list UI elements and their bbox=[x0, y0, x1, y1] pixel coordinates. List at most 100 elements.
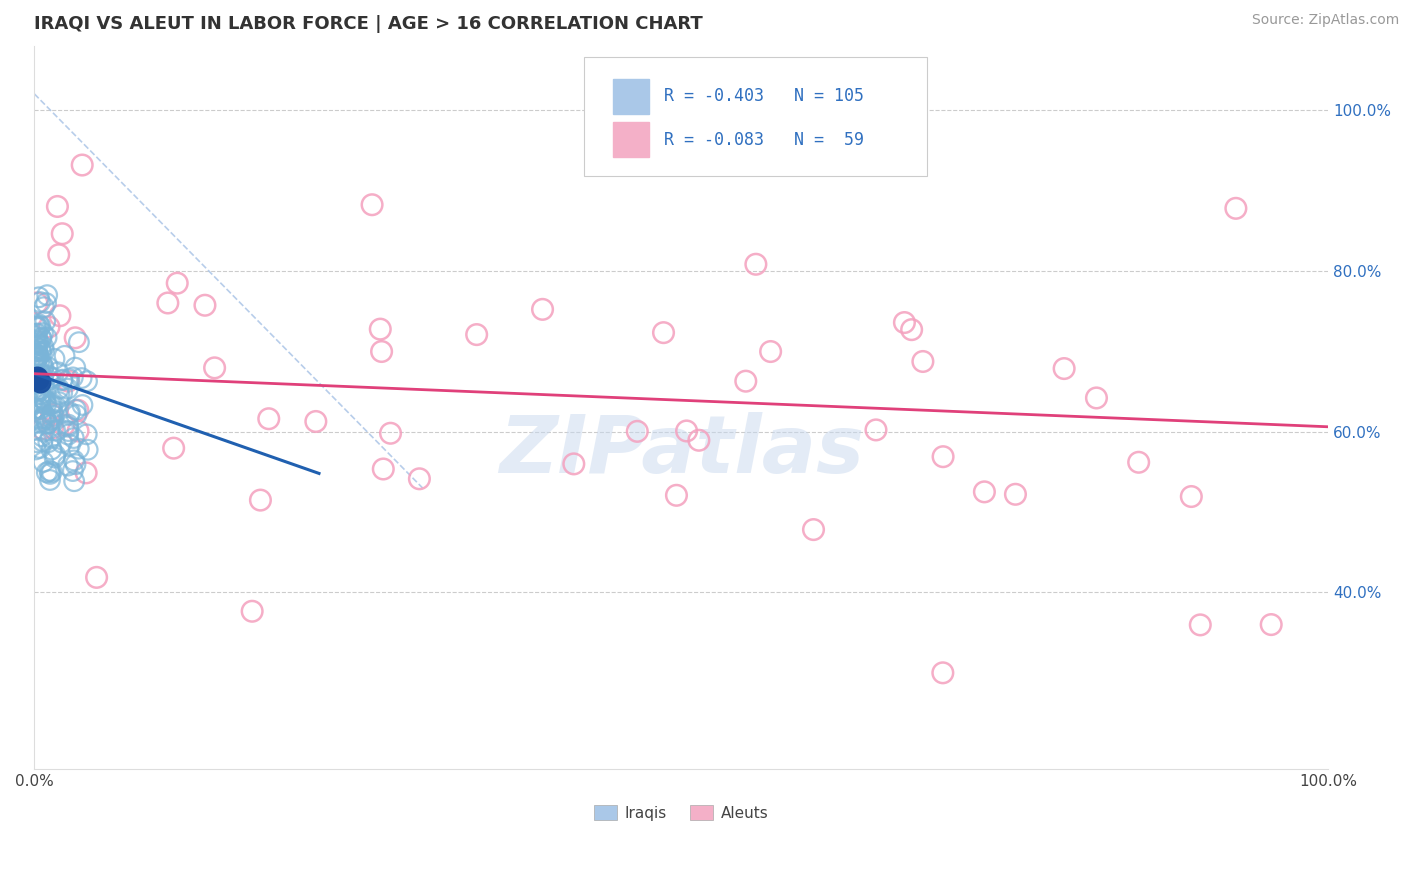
Point bbox=[58, 417, 80, 432]
Point bbox=[1260, 617, 1282, 632]
Point bbox=[41, 396, 63, 410]
Text: Source: ZipAtlas.com: Source: ZipAtlas.com bbox=[1251, 13, 1399, 28]
Point bbox=[30, 401, 52, 416]
Point bbox=[66, 403, 89, 417]
Point bbox=[25, 376, 48, 390]
Point bbox=[32, 411, 55, 425]
Point bbox=[62, 431, 84, 445]
FancyBboxPatch shape bbox=[613, 122, 650, 157]
Point bbox=[56, 419, 79, 434]
Point bbox=[24, 357, 46, 371]
Point bbox=[30, 345, 52, 359]
Point bbox=[1053, 361, 1076, 376]
Point bbox=[56, 382, 79, 396]
Point bbox=[27, 349, 49, 363]
Point bbox=[51, 227, 73, 241]
Point bbox=[65, 457, 87, 471]
Point bbox=[28, 321, 51, 335]
Point bbox=[65, 360, 87, 375]
Text: ZIPatlas: ZIPatlas bbox=[499, 412, 863, 490]
Point bbox=[70, 371, 93, 385]
Point bbox=[257, 411, 280, 425]
Point bbox=[48, 382, 70, 396]
Point bbox=[76, 442, 98, 457]
Point bbox=[25, 435, 48, 450]
Point bbox=[70, 158, 93, 172]
Point bbox=[652, 326, 675, 340]
Point bbox=[65, 408, 87, 422]
Point bbox=[31, 357, 53, 371]
Point bbox=[1085, 391, 1108, 405]
Point bbox=[67, 335, 90, 350]
Point bbox=[30, 395, 52, 409]
Point bbox=[31, 429, 53, 443]
Point bbox=[25, 344, 48, 359]
Point bbox=[35, 466, 58, 480]
Point bbox=[45, 400, 67, 414]
Point bbox=[28, 318, 51, 332]
Point bbox=[42, 409, 65, 423]
Point bbox=[665, 488, 688, 502]
Point bbox=[65, 402, 87, 417]
Point bbox=[166, 276, 188, 290]
Point bbox=[37, 417, 59, 431]
Point bbox=[41, 408, 63, 422]
Point bbox=[59, 438, 82, 452]
Point bbox=[759, 344, 782, 359]
Point bbox=[38, 320, 60, 334]
Point bbox=[32, 340, 55, 354]
Point bbox=[28, 290, 51, 304]
Point bbox=[27, 351, 49, 366]
Point bbox=[32, 344, 55, 359]
Point bbox=[370, 344, 392, 359]
Point bbox=[52, 418, 75, 433]
Point bbox=[63, 474, 86, 488]
Point bbox=[63, 453, 86, 467]
Point bbox=[24, 442, 46, 457]
Point bbox=[46, 365, 69, 379]
Point bbox=[76, 427, 98, 442]
Point bbox=[34, 409, 56, 423]
Point bbox=[31, 415, 53, 429]
Point bbox=[31, 422, 53, 436]
Point bbox=[39, 473, 62, 487]
Point bbox=[562, 457, 585, 471]
Point bbox=[25, 296, 48, 310]
Point bbox=[28, 375, 51, 389]
Point bbox=[24, 320, 46, 334]
Point bbox=[86, 570, 108, 584]
Point bbox=[27, 349, 49, 363]
Point bbox=[865, 423, 887, 437]
Point bbox=[32, 300, 55, 314]
Point bbox=[35, 385, 58, 400]
Point bbox=[51, 385, 73, 400]
Point bbox=[56, 374, 79, 388]
Point bbox=[932, 665, 955, 680]
Point bbox=[35, 296, 58, 310]
Point bbox=[911, 354, 934, 368]
Point bbox=[24, 329, 46, 343]
Point bbox=[25, 350, 48, 364]
Point bbox=[30, 319, 52, 334]
Point bbox=[30, 402, 52, 417]
Point bbox=[675, 424, 697, 438]
Point bbox=[72, 398, 94, 412]
Point bbox=[30, 331, 52, 345]
Text: IRAQI VS ALEUT IN LABOR FORCE | AGE > 16 CORRELATION CHART: IRAQI VS ALEUT IN LABOR FORCE | AGE > 16… bbox=[34, 15, 703, 33]
Point bbox=[38, 373, 60, 387]
Point bbox=[465, 327, 488, 342]
Text: R = -0.083   N =  59: R = -0.083 N = 59 bbox=[665, 131, 865, 149]
Point bbox=[1225, 202, 1247, 216]
Point bbox=[51, 373, 73, 387]
Text: R = -0.403   N = 105: R = -0.403 N = 105 bbox=[665, 87, 865, 105]
Point bbox=[803, 523, 825, 537]
Point bbox=[41, 421, 63, 435]
Point bbox=[27, 373, 49, 387]
Point bbox=[24, 354, 46, 368]
Point bbox=[240, 604, 263, 618]
Point bbox=[30, 387, 52, 401]
Point bbox=[900, 323, 922, 337]
FancyBboxPatch shape bbox=[585, 56, 927, 176]
Point bbox=[734, 374, 756, 388]
Point bbox=[28, 383, 51, 397]
